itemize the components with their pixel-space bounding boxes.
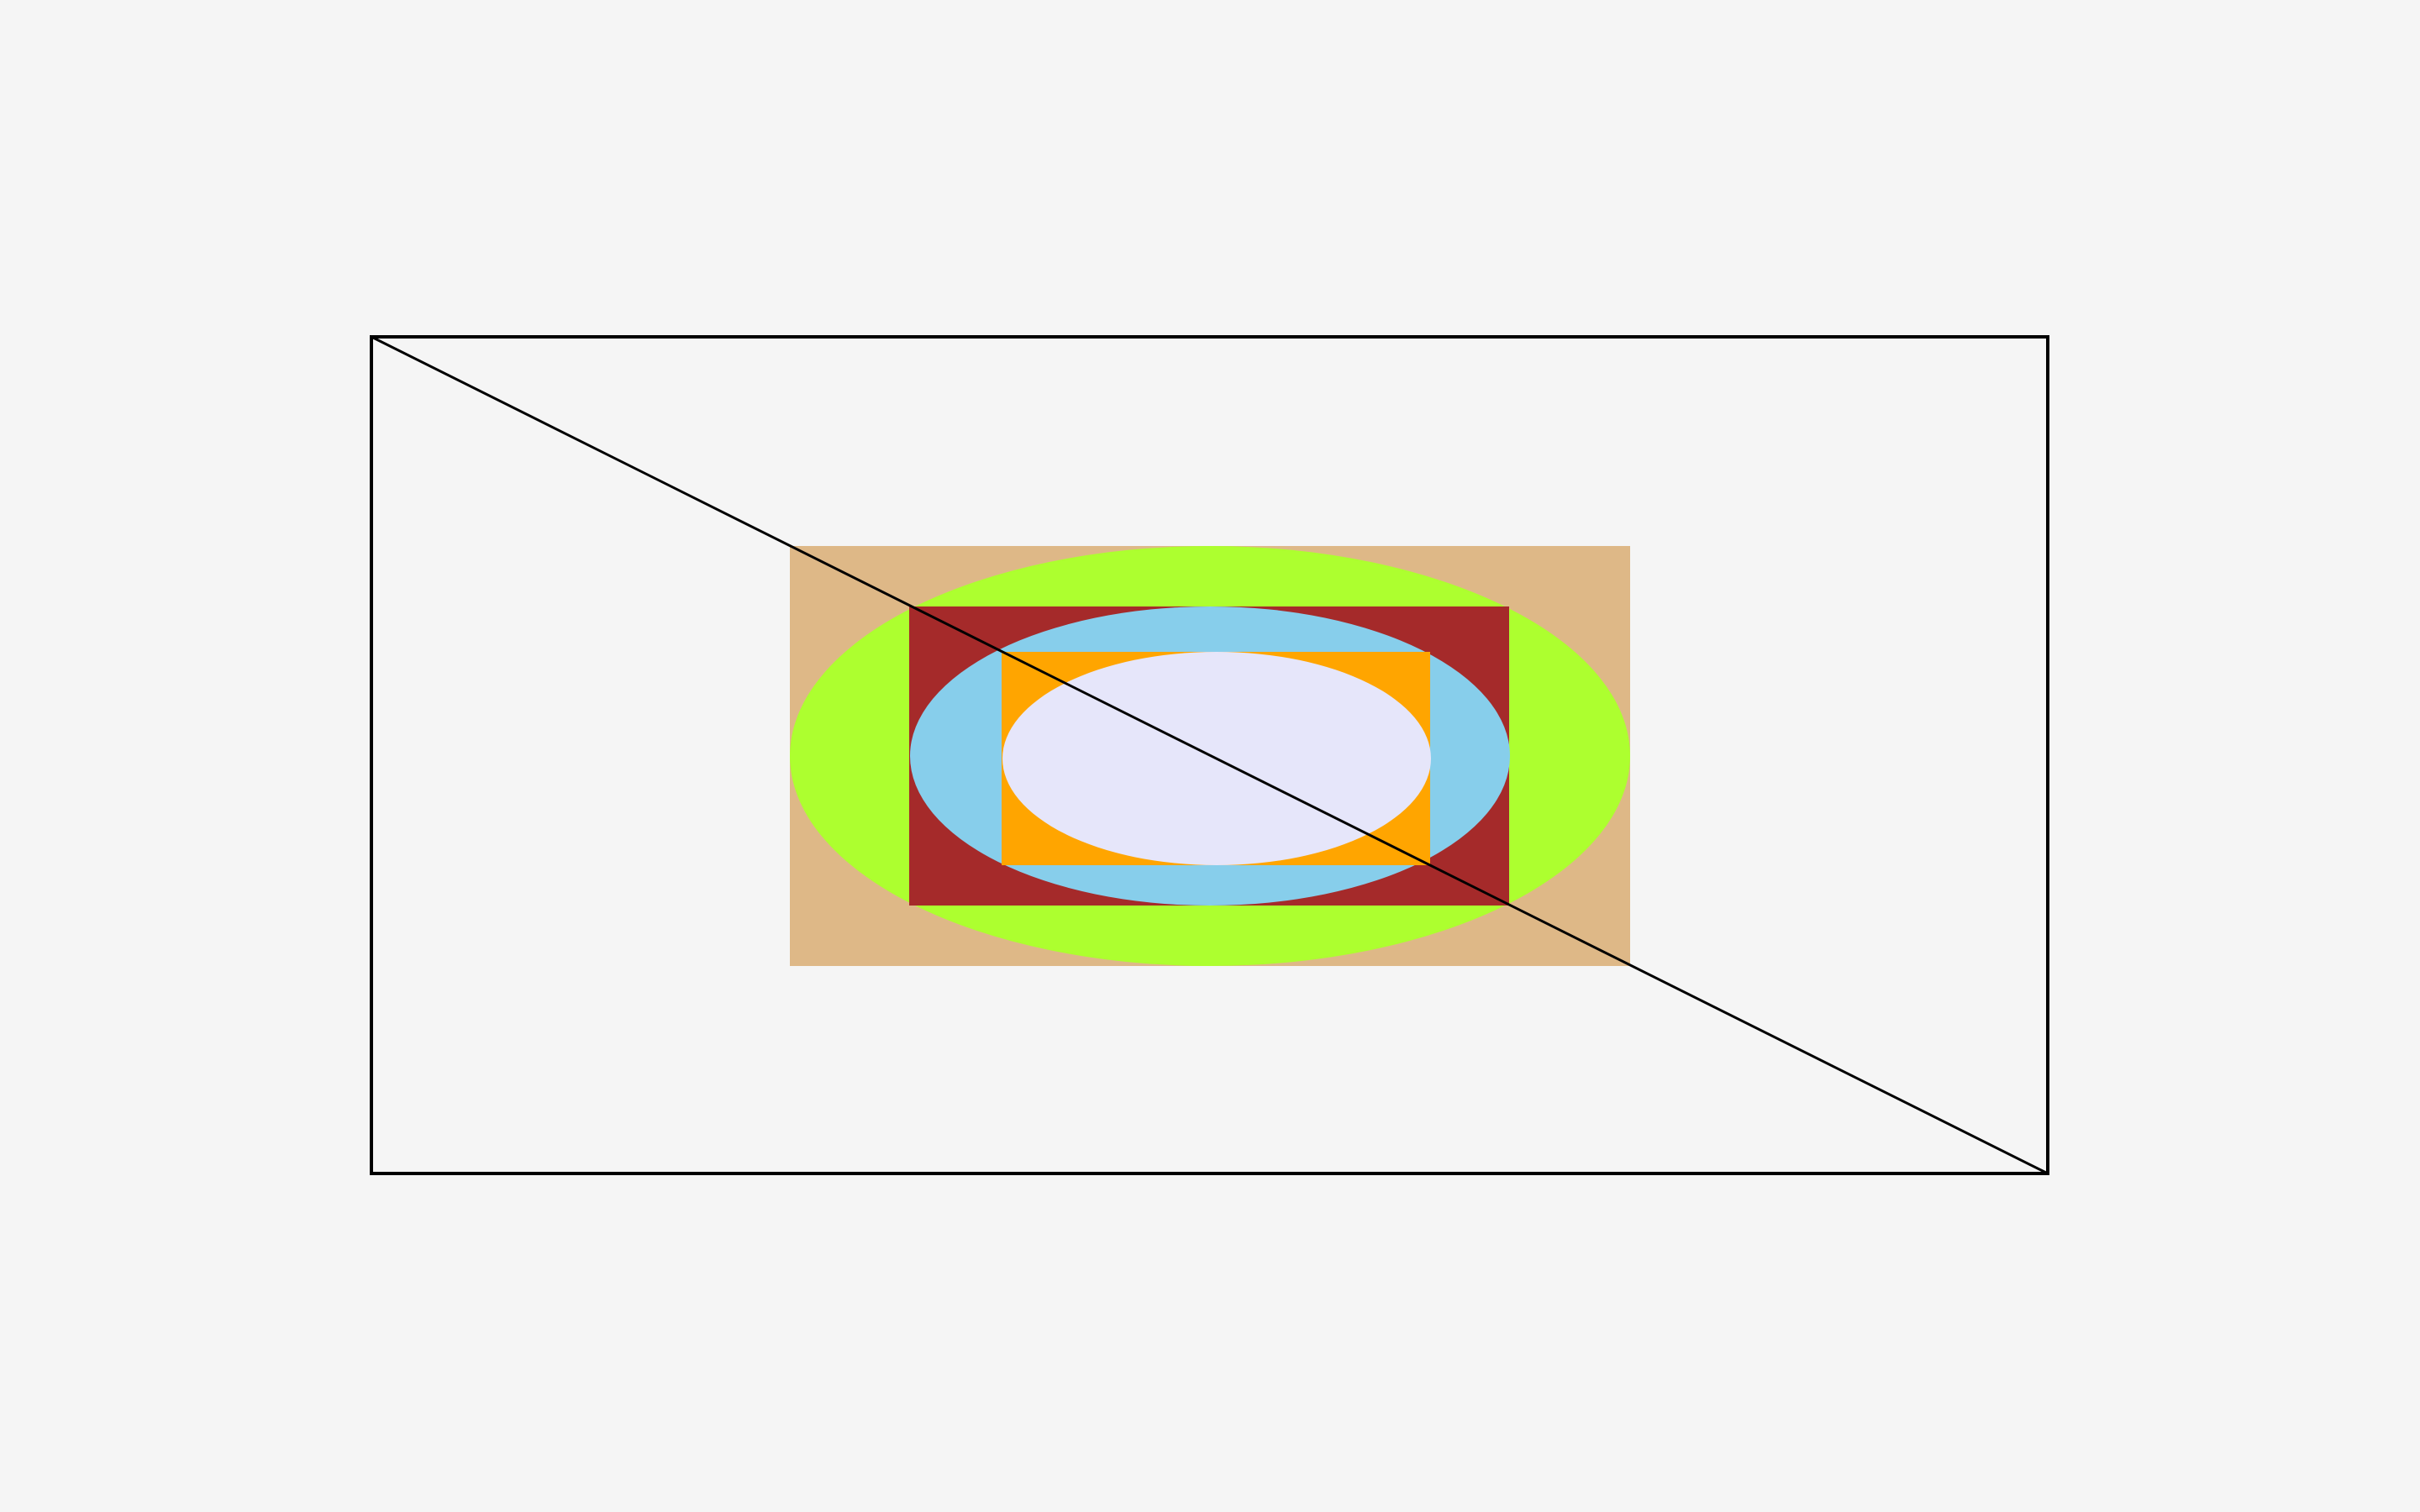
diagonal-line: [371, 335, 2049, 1175]
frame-rectangle: [370, 335, 2049, 1175]
